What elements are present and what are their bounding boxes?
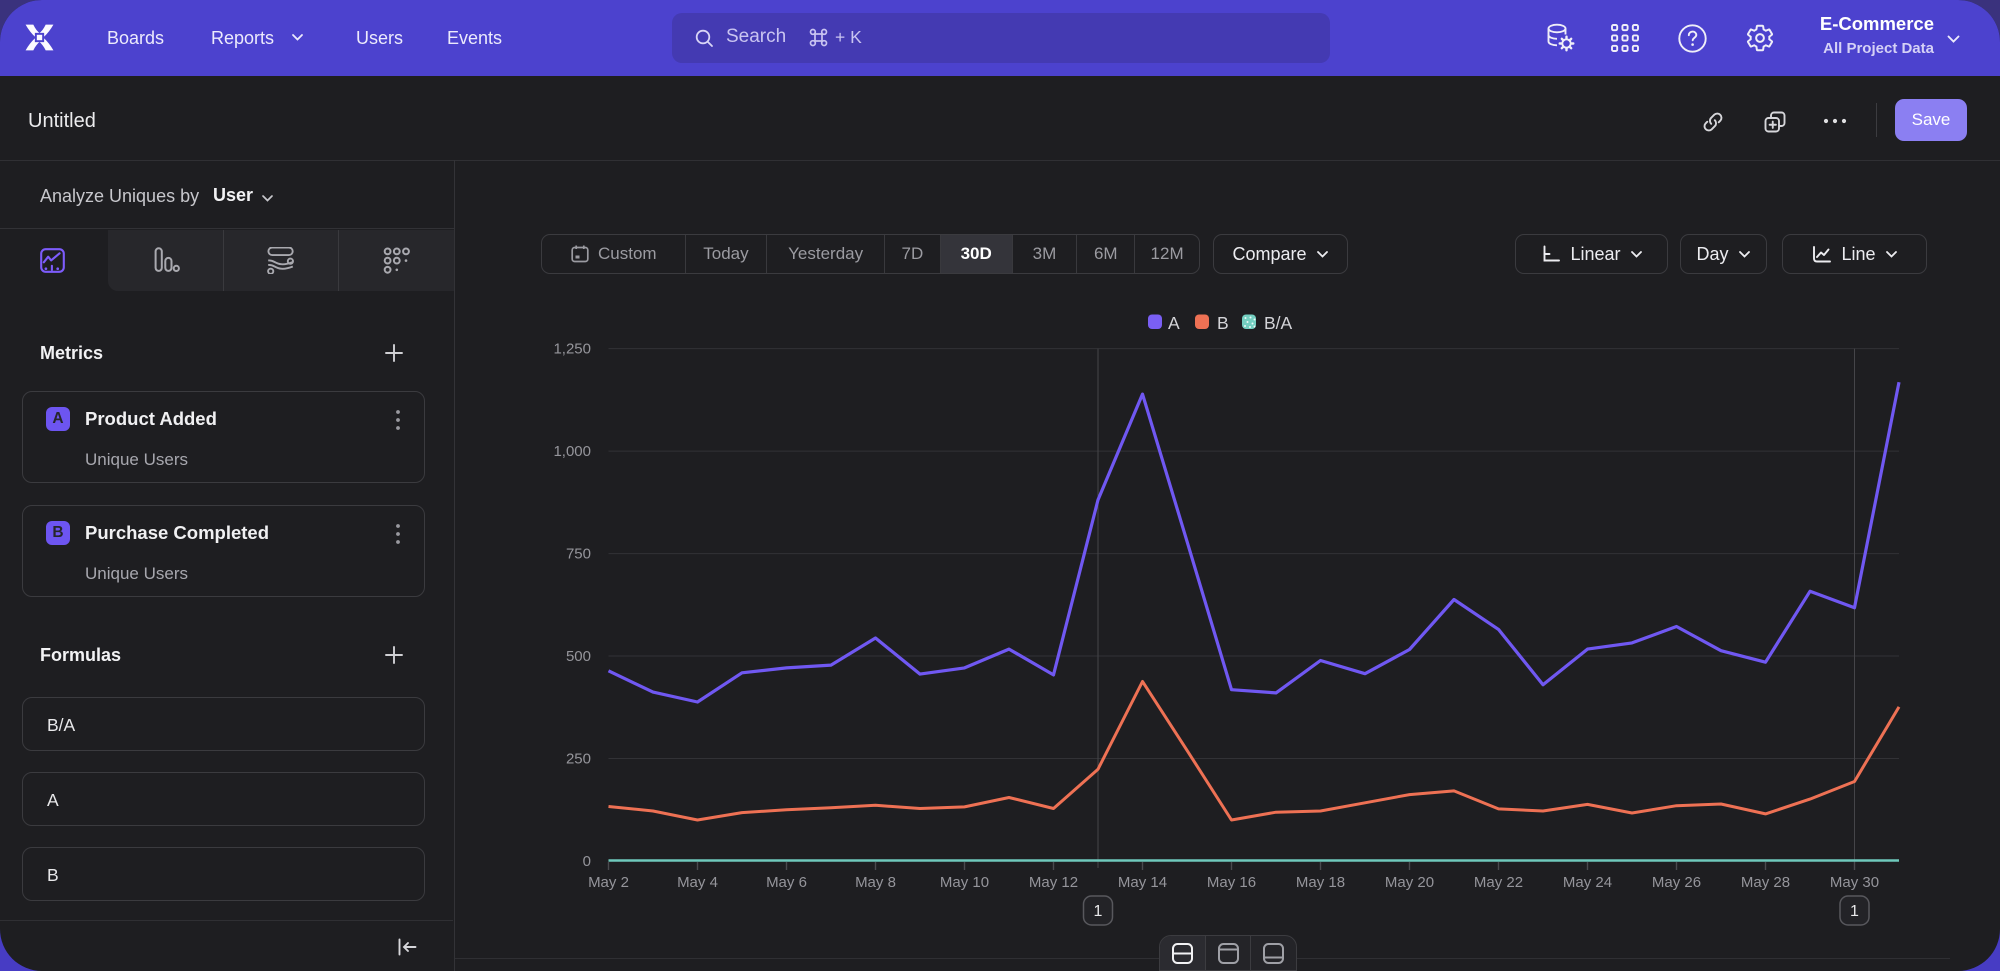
- svg-text:May 4: May 4: [677, 874, 718, 891]
- svg-text:May 16: May 16: [1207, 874, 1256, 891]
- svg-text:May 10: May 10: [940, 874, 989, 891]
- svg-text:May 8: May 8: [855, 874, 896, 891]
- svg-text:May 20: May 20: [1385, 874, 1434, 891]
- svg-text:0: 0: [583, 853, 591, 870]
- svg-text:500: 500: [566, 648, 591, 665]
- svg-text:B: B: [1217, 313, 1229, 333]
- svg-text:May 22: May 22: [1474, 874, 1523, 891]
- svg-text:A: A: [1168, 313, 1180, 333]
- svg-text:May 18: May 18: [1296, 874, 1345, 891]
- svg-text:May 6: May 6: [766, 874, 807, 891]
- svg-text:May 2: May 2: [588, 874, 629, 891]
- svg-text:250: 250: [566, 751, 591, 768]
- svg-text:1,000: 1,000: [553, 443, 591, 460]
- svg-text:1,250: 1,250: [553, 341, 591, 358]
- svg-text:1: 1: [1094, 903, 1103, 920]
- svg-text:1: 1: [1850, 903, 1859, 920]
- svg-text:May 12: May 12: [1029, 874, 1078, 891]
- svg-text:May 14: May 14: [1118, 874, 1167, 891]
- svg-text:May 28: May 28: [1741, 874, 1790, 891]
- svg-text:May 24: May 24: [1563, 874, 1612, 891]
- svg-text:May 26: May 26: [1652, 874, 1701, 891]
- svg-text:May 30: May 30: [1830, 874, 1879, 891]
- svg-text:B/A: B/A: [1264, 313, 1293, 333]
- svg-text:750: 750: [566, 546, 591, 563]
